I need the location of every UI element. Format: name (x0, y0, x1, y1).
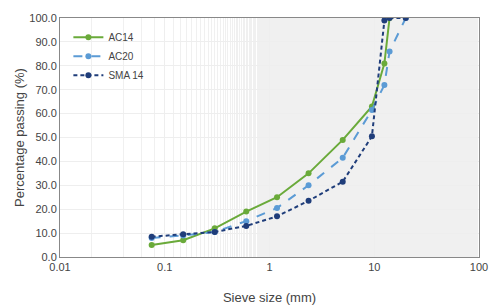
svg-text:0.0: 0.0 (42, 251, 57, 263)
svg-text:SMA 14: SMA 14 (108, 70, 143, 81)
svg-text:70.0: 70.0 (35, 84, 56, 96)
svg-text:Sieve size (mm): Sieve size (mm) (223, 290, 316, 305)
svg-text:1: 1 (266, 261, 272, 273)
svg-text:80.0: 80.0 (35, 60, 56, 72)
svg-text:40.0: 40.0 (35, 155, 56, 167)
svg-text:30.0: 30.0 (35, 179, 56, 191)
svg-text:100: 100 (470, 261, 488, 273)
svg-text:10: 10 (368, 261, 380, 273)
svg-text:0.01: 0.01 (49, 261, 70, 273)
svg-text:AC20: AC20 (108, 51, 133, 62)
svg-text:10.0: 10.0 (35, 227, 56, 239)
svg-text:100.0: 100.0 (29, 12, 57, 24)
svg-text:Percentage passing (%): Percentage passing (%) (12, 68, 27, 207)
svg-text:AC14: AC14 (108, 32, 133, 43)
svg-text:90.0: 90.0 (35, 36, 56, 48)
svg-text:50.0: 50.0 (35, 131, 56, 143)
svg-text:0.1: 0.1 (157, 261, 172, 273)
svg-text:20.0: 20.0 (35, 203, 56, 215)
svg-text:60.0: 60.0 (35, 107, 56, 119)
